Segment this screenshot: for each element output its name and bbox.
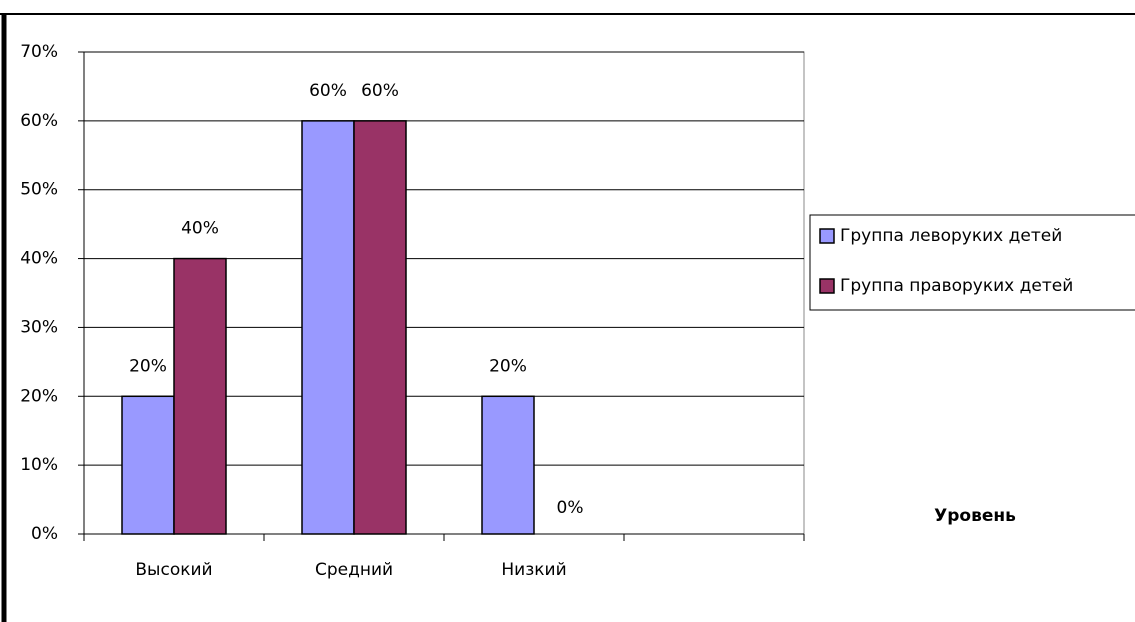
y-tick-label: 20% <box>20 386 58 406</box>
y-tick-label: 60% <box>20 111 58 131</box>
bar <box>173 257 227 535</box>
legend <box>809 214 1135 311</box>
data-label: 40% <box>181 219 219 239</box>
bar <box>301 120 355 535</box>
bar <box>121 395 175 535</box>
y-tick-label: 0% <box>31 524 58 544</box>
legend-swatch <box>819 228 835 244</box>
y-tick-label: 10% <box>20 455 58 475</box>
y-tick-label: 40% <box>20 249 58 269</box>
legend-label: Группа праворуких детей <box>840 276 1073 296</box>
legend-label: Группа леворуких детей <box>840 226 1062 246</box>
data-label: 20% <box>129 356 167 376</box>
y-tick-label: 70% <box>20 42 58 62</box>
x-tick-label: Низкий <box>501 560 566 580</box>
y-tick-label: 30% <box>20 317 58 337</box>
x-tick-label: Высокий <box>135 560 212 580</box>
x-tick-label: Средний <box>315 560 393 580</box>
bar <box>481 395 535 535</box>
data-label: 60% <box>361 81 399 101</box>
data-label: 60% <box>309 81 347 101</box>
x-axis-title: Уровень <box>934 506 1016 526</box>
bar <box>353 120 407 535</box>
data-label: 20% <box>489 356 527 376</box>
y-tick-label: 50% <box>20 180 58 200</box>
data-label: 0% <box>557 498 584 518</box>
legend-swatch <box>819 278 835 294</box>
